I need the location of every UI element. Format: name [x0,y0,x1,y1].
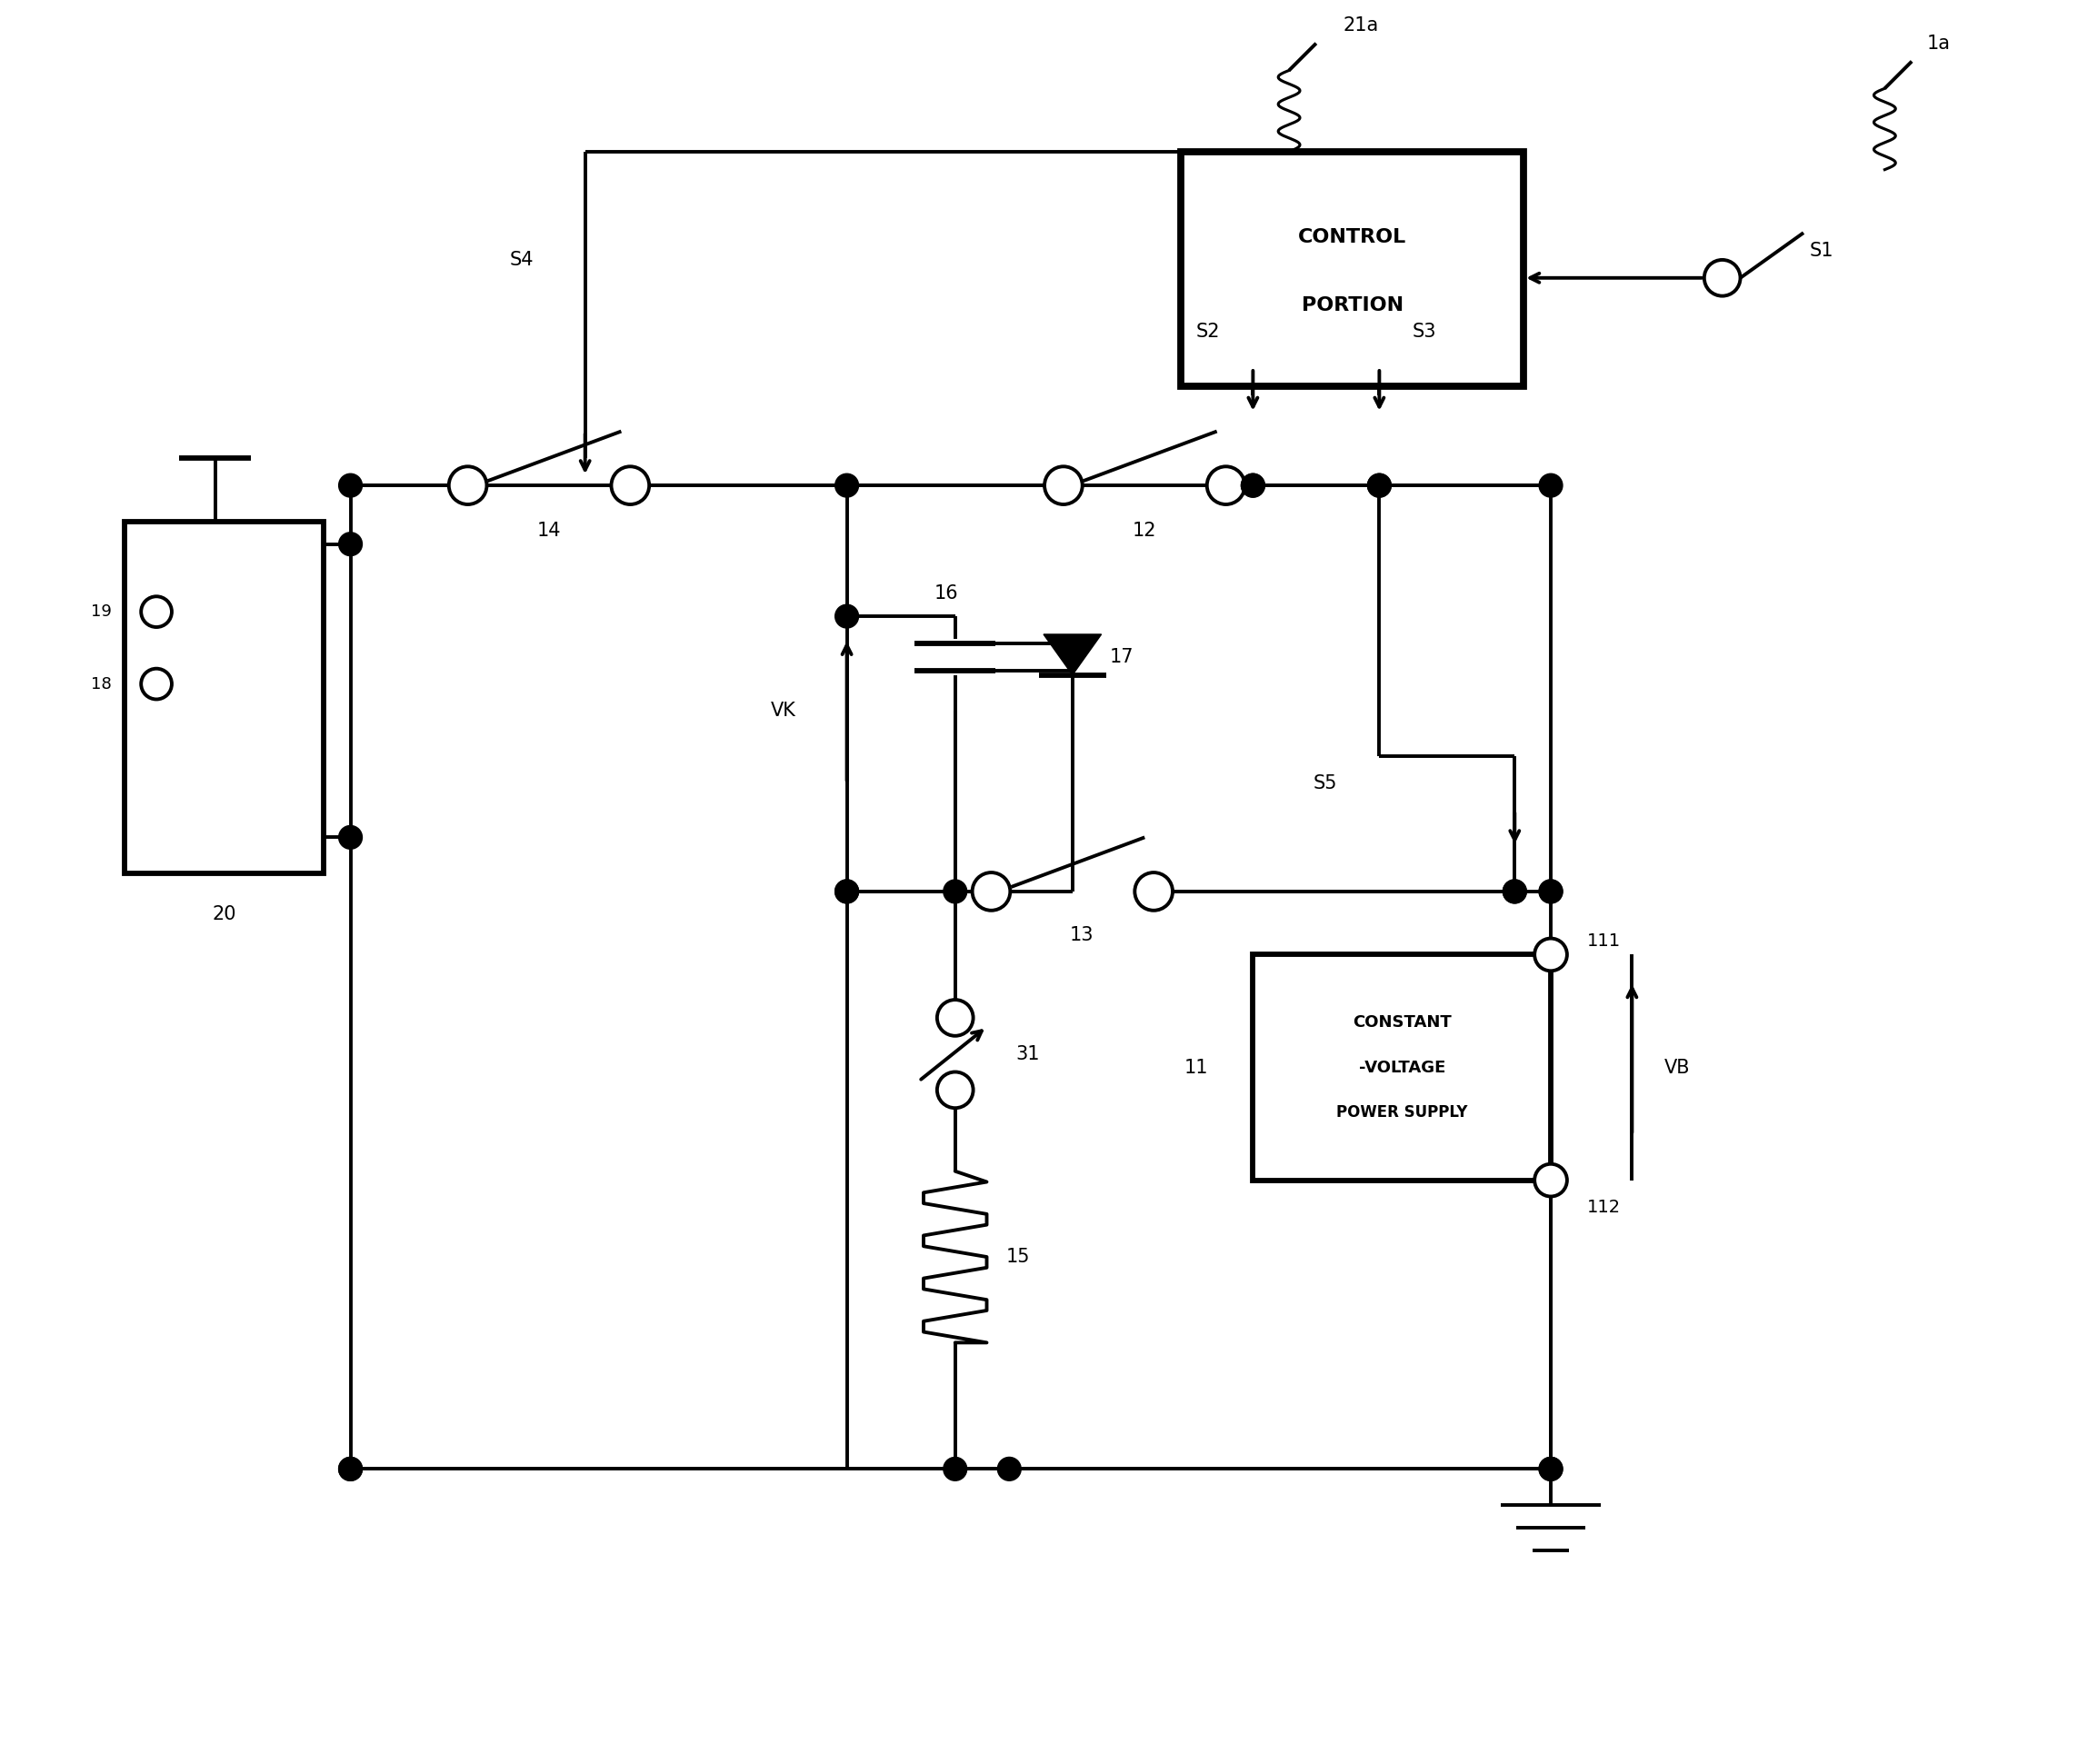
Circle shape [449,466,487,505]
Circle shape [141,669,172,699]
Circle shape [338,475,363,497]
Circle shape [971,873,1011,910]
Circle shape [1534,1164,1567,1196]
Circle shape [1206,466,1244,505]
Circle shape [938,1073,973,1108]
Text: 18: 18 [90,676,111,691]
Circle shape [338,826,363,848]
Circle shape [1540,880,1563,903]
Circle shape [338,533,363,556]
Circle shape [1534,938,1567,970]
Text: 111: 111 [1586,933,1620,949]
Text: 31: 31 [1015,1044,1039,1064]
Text: S4: S4 [510,250,535,268]
Circle shape [1502,880,1527,903]
Text: S2: S2 [1196,323,1219,340]
Circle shape [1368,475,1391,497]
Text: S5: S5 [1313,774,1336,792]
Circle shape [1045,466,1083,505]
Text: 12: 12 [1133,522,1156,540]
Bar [1181,152,1523,386]
Text: S1: S1 [1808,242,1834,259]
Text: 112: 112 [1586,1200,1620,1215]
Text: VB: VB [1664,1058,1691,1076]
Circle shape [141,596,172,626]
Circle shape [835,880,858,903]
Text: 11: 11 [1183,1058,1208,1076]
Text: 19: 19 [90,603,111,619]
Circle shape [1368,475,1391,497]
Circle shape [338,1457,363,1480]
Circle shape [835,880,858,903]
Text: PORTION: PORTION [1301,296,1404,314]
Text: 14: 14 [537,522,560,540]
Circle shape [1540,1457,1563,1480]
Circle shape [835,475,858,497]
Circle shape [944,1457,967,1480]
Text: 15: 15 [1007,1247,1030,1267]
Text: VK: VK [770,702,797,720]
Text: CONSTANT: CONSTANT [1353,1014,1452,1030]
Circle shape [944,880,967,903]
Text: POWER SUPPLY: POWER SUPPLY [1336,1104,1469,1120]
Text: 21a: 21a [1343,16,1378,34]
Circle shape [1540,1457,1563,1480]
Text: -VOLTAGE: -VOLTAGE [1360,1058,1446,1076]
Circle shape [1242,475,1265,497]
Circle shape [997,1457,1022,1480]
Polygon shape [1043,635,1101,676]
Circle shape [1540,880,1563,903]
Text: CONTROL: CONTROL [1299,228,1406,247]
Circle shape [938,1000,973,1035]
Circle shape [1704,259,1741,296]
Circle shape [1242,475,1265,497]
Circle shape [1540,475,1563,497]
Text: 17: 17 [1110,647,1135,667]
Bar [1253,954,1550,1180]
Text: 13: 13 [1070,926,1093,944]
Text: 20: 20 [212,905,237,923]
Circle shape [835,605,858,628]
Circle shape [1502,880,1527,903]
Text: 16: 16 [934,584,959,603]
Circle shape [611,466,648,505]
Bar [126,522,323,873]
Text: S3: S3 [1412,323,1437,340]
Text: 1a: 1a [1928,34,1951,53]
Circle shape [1135,873,1173,910]
Circle shape [338,1457,363,1480]
